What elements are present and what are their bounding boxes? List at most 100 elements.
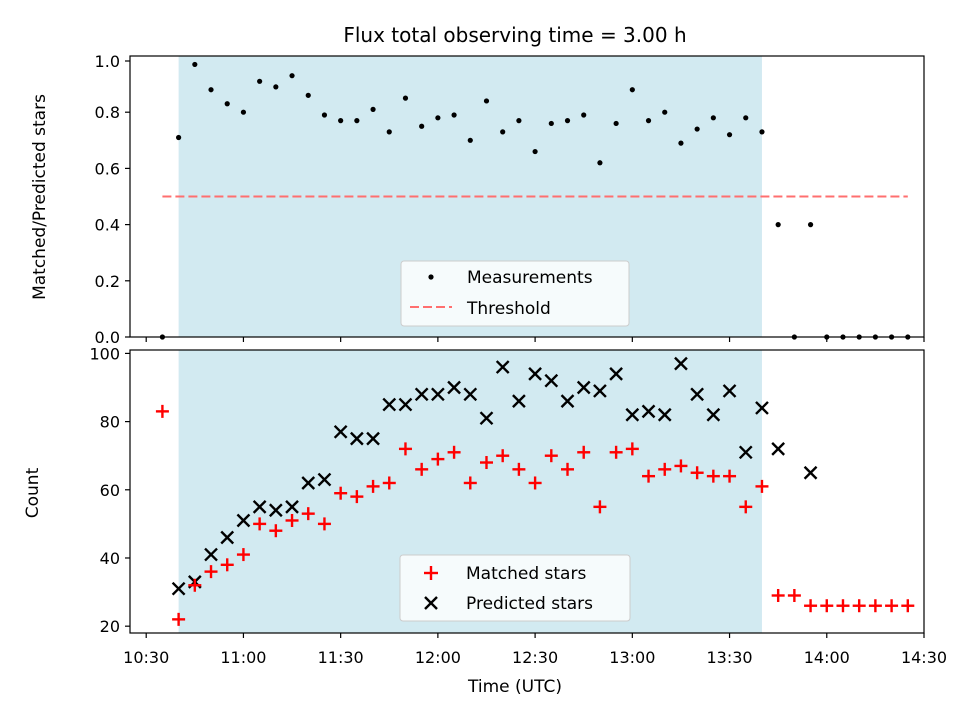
measurement-point <box>240 109 247 115</box>
measurement-point <box>208 87 214 93</box>
top-panel: 0.0 0.2 0.4 0.6 0.8 1.0 Matched/Predicted sta… <box>30 52 925 347</box>
matched-point <box>885 599 899 613</box>
bottom-y-tick-label: 20 <box>100 617 120 636</box>
bottom-legend: Matched stars Predicted stars <box>399 554 631 622</box>
matched-point <box>301 507 315 521</box>
bottom-y-tick-label: 60 <box>100 481 120 500</box>
bottom-x-ticks: 10:30 11:00 11:30 12:00 12:30 13:00 13:30 14:00… <box>123 633 947 667</box>
predicted-point <box>690 387 704 402</box>
bottom-y-axis-label: Count <box>23 467 43 518</box>
x-tick-label: 12:00 <box>415 648 461 667</box>
legend-threshold-label: Threshold <box>466 299 551 319</box>
measurement-point <box>483 98 490 104</box>
matched-point <box>317 517 331 531</box>
measurement-point <box>224 101 230 107</box>
matched-point <box>463 476 477 490</box>
measurement-points <box>159 61 911 340</box>
matched-point <box>496 449 510 463</box>
predicted-point <box>560 394 575 408</box>
matched-point <box>512 462 526 476</box>
predicted-point <box>285 499 299 514</box>
measurement-point <box>257 78 263 84</box>
predicted-point <box>398 397 413 412</box>
top-y-tick-label: 0.2 <box>95 272 120 291</box>
predicted-point <box>350 431 364 446</box>
x-tick-label: 10:30 <box>123 648 169 667</box>
matched-point <box>155 404 169 418</box>
legend-predicted-label: Predicted stars <box>466 594 593 614</box>
x-tick-label: 13:00 <box>609 648 655 667</box>
legend-matched-label: Matched stars <box>466 564 586 584</box>
predicted-point <box>301 476 316 490</box>
top-axes-frame <box>129 55 925 338</box>
predicted-point <box>641 404 656 419</box>
matched-point <box>755 479 769 493</box>
predicted-point <box>593 384 607 398</box>
measurement-point <box>662 109 668 115</box>
legend-matched-marker <box>424 566 438 580</box>
measurement-point <box>564 118 571 124</box>
matched-point <box>723 469 737 483</box>
legend-measurements-marker <box>428 274 434 280</box>
predicted-point <box>414 387 429 402</box>
measurement-point <box>305 92 311 98</box>
predicted-point <box>171 581 186 596</box>
bottom-y-tick-label: 100 <box>89 344 120 363</box>
matched-point <box>593 500 607 514</box>
top-y-tick-label: 0.0 <box>95 328 120 347</box>
legend-predicted-marker <box>424 596 438 610</box>
measurement-point <box>548 120 554 127</box>
measurement-point <box>775 222 781 228</box>
predicted-point <box>317 472 332 487</box>
legend-measurements-label: Measurements <box>467 268 593 288</box>
matched-point <box>642 469 656 483</box>
predicted-points <box>171 356 818 596</box>
x-tick-label: 12:30 <box>512 648 558 667</box>
measurement-point <box>467 137 473 143</box>
matched-point <box>447 445 461 459</box>
matched-point <box>334 486 348 500</box>
matched-point <box>771 588 785 602</box>
bottom-panel: 20 40 60 80 100 10:30 11:00 11:30 12:00 12:30 13:… <box>23 344 947 697</box>
x-tick-label: 13:30 <box>706 648 752 667</box>
matched-point <box>625 442 639 456</box>
matched-point <box>609 445 623 459</box>
measurement-point <box>629 87 635 93</box>
measurement-point <box>402 95 409 101</box>
measurement-point <box>370 106 376 112</box>
measurement-point <box>613 120 619 127</box>
matched-point <box>804 599 818 613</box>
measurement-point <box>743 115 749 121</box>
measurement-point <box>694 126 700 132</box>
measurement-point <box>678 140 684 146</box>
predicted-point <box>431 387 445 402</box>
matched-point <box>366 479 380 493</box>
predicted-point <box>495 360 510 374</box>
predicted-point <box>657 407 672 422</box>
matched-point <box>398 442 412 456</box>
predicted-point <box>544 373 559 388</box>
top-legend-box <box>400 260 630 327</box>
predicted-point <box>382 397 397 412</box>
matched-point <box>382 476 396 490</box>
top-y-axis-label: Matched/Predicted stars <box>30 94 50 300</box>
measurement-point <box>581 112 587 118</box>
predicted-point <box>333 424 348 439</box>
matched-point <box>820 599 834 613</box>
predicted-point <box>771 442 786 456</box>
matched-point <box>674 459 688 473</box>
matched-point <box>561 462 575 476</box>
matched-point <box>220 558 234 572</box>
measurement-point <box>597 160 603 166</box>
matched-point <box>836 599 850 613</box>
matched-point <box>901 599 915 613</box>
predicted-point <box>268 503 283 518</box>
measurement-point <box>710 115 716 121</box>
matched-point <box>577 445 591 459</box>
top-y-ticks: 0.0 0.2 0.4 0.6 0.8 1.0 <box>95 52 130 347</box>
matched-point <box>350 490 364 504</box>
predicted-point <box>625 407 640 422</box>
matched-point <box>236 548 250 562</box>
matched-point <box>253 517 267 531</box>
top-y-tick-label: 0.4 <box>95 216 120 235</box>
